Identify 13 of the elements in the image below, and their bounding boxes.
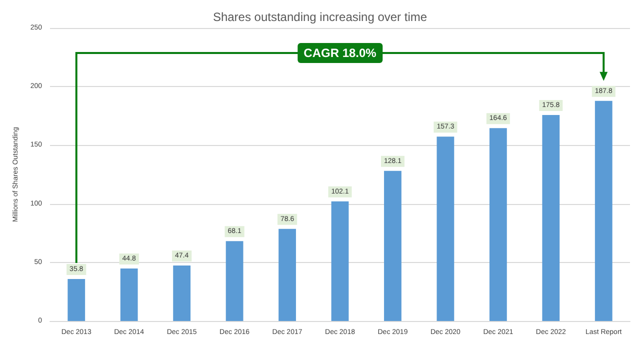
bar	[594, 100, 612, 321]
bar	[68, 279, 86, 321]
annotation: CAGR 18.0%	[298, 43, 382, 63]
bar	[226, 241, 244, 321]
bar	[436, 136, 454, 321]
chart-title: Shares outstanding increasing over time	[212, 10, 428, 24]
bar	[384, 170, 402, 321]
bar	[489, 128, 507, 321]
bar	[278, 228, 296, 321]
bar	[173, 265, 191, 321]
bar	[120, 268, 138, 321]
bar	[542, 114, 560, 321]
bar	[331, 201, 349, 321]
